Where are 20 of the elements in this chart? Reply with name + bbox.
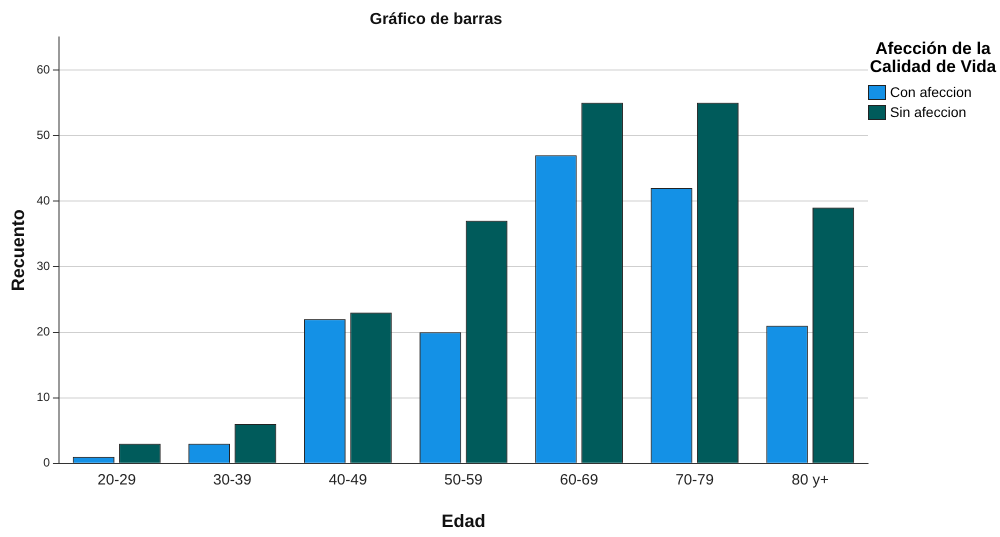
x-tick-label: 80 y+: [792, 472, 829, 489]
y-axis-title: Recuento: [8, 209, 28, 292]
legend-label: Con afeccion: [890, 84, 972, 100]
legend-title: Afección de la Calidad de Vida: [868, 39, 998, 76]
y-tick-label: 0: [43, 456, 50, 470]
y-tick-label: 40: [36, 193, 50, 208]
x-tick-label: 50-59: [444, 472, 483, 489]
x-axis-title: Edad: [441, 511, 486, 532]
x-tick-label: 30-39: [213, 472, 252, 489]
legend-label: Sin afeccion: [890, 104, 966, 120]
x-tick-label: 40-49: [328, 472, 368, 489]
chart-title: Gráfico de barras: [370, 11, 502, 28]
x-tick-label: 20-29: [98, 472, 136, 489]
y-tick-label: 50: [36, 128, 50, 142]
y-tick-label: 30: [36, 259, 50, 274]
y-tick-label: 60: [36, 62, 50, 76]
x-tick-label: 60-69: [560, 472, 598, 489]
y-tick-label: 20: [36, 324, 50, 339]
y-tick-label: 10: [36, 390, 50, 404]
x-tick-label: 70-79: [675, 472, 714, 489]
